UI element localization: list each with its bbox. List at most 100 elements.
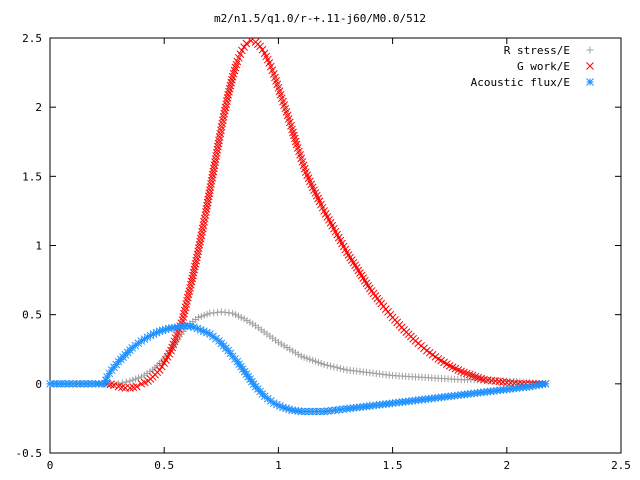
data-point-fill: [204, 192, 213, 201]
data-point-fill: [211, 158, 219, 167]
axis-ticks: 0 0.5 1 1.5 2 2.5 -0.5 0 0.5 1 1.5 2 2.5: [16, 32, 631, 472]
y-tick-label: 2: [35, 101, 42, 114]
data-point: [297, 407, 306, 416]
data-point: [126, 377, 134, 385]
data-point-fill: [327, 362, 335, 370]
data-point-fill: [223, 94, 232, 102]
data-point: [468, 371, 477, 380]
data-point: [219, 112, 228, 121]
data-point-fill: [207, 176, 216, 185]
data-point-fill: [336, 364, 344, 372]
data-point: [297, 352, 305, 360]
data-point-fill: [213, 145, 222, 154]
data-point-fill: [291, 137, 300, 146]
data-point-fill: [225, 87, 233, 96]
data-point-fill: [208, 170, 217, 179]
data-point-fill: [205, 189, 214, 198]
data-point-fill: [314, 358, 322, 366]
data-point-fill: [211, 155, 220, 163]
legend-marker: [586, 46, 594, 54]
data-point: [192, 256, 201, 265]
series-3: [46, 321, 550, 416]
data-point-fill: [208, 173, 217, 182]
data-point-fill: [289, 128, 297, 137]
data-point-fill: [333, 364, 341, 372]
data-point: [194, 313, 202, 321]
x-tick-label: 2.5: [611, 459, 631, 472]
data-point-fill: [228, 75, 236, 84]
data-point-fill: [158, 362, 166, 371]
data-point-fill: [316, 407, 325, 416]
x-tick-label: 1.5: [383, 459, 403, 472]
data-point-fill: [226, 81, 235, 90]
data-point-fill: [203, 310, 211, 318]
data-point-fill: [306, 355, 314, 363]
data-point-fill: [294, 350, 302, 358]
data-point-fill: [303, 354, 311, 362]
data-point-fill: [209, 167, 218, 176]
data-point-fill: [460, 368, 468, 377]
data-point: [260, 392, 269, 401]
data-point-fill: [214, 139, 223, 148]
data-point-fill: [190, 265, 199, 274]
legend-marker: [586, 78, 594, 86]
y-tick-label: -0.5: [16, 447, 43, 460]
data-point-fill: [191, 259, 200, 268]
data-point-fill: [206, 183, 215, 191]
legend: R stress/E G work/E Acoustic flux/E: [471, 44, 594, 89]
y-tick-label: 0: [35, 378, 42, 391]
x-tick-label: 2: [503, 459, 510, 472]
y-tick-label: 2.5: [22, 32, 42, 45]
data-point-fill: [330, 363, 338, 371]
data-point: [201, 211, 210, 219]
data-point-fill: [290, 131, 298, 140]
data-point-fill: [189, 271, 197, 280]
data-point: [457, 367, 465, 376]
data-point-fill: [122, 378, 130, 386]
data-point: [286, 345, 294, 353]
data-point: [288, 125, 296, 134]
data-point-fill: [277, 340, 285, 348]
data-point-fill: [312, 407, 321, 416]
data-point: [238, 46, 246, 55]
data-point-fill: [212, 152, 221, 160]
data-point: [224, 90, 233, 99]
data-point-fill: [232, 60, 241, 69]
legend-label: R stress/E: [504, 44, 570, 57]
data-point-fill: [193, 250, 202, 259]
data-point-fill: [189, 268, 198, 277]
data-point-fill: [191, 262, 199, 271]
data-point-fill: [140, 371, 148, 379]
y-tick-label: 1.5: [22, 170, 42, 183]
data-point-fill: [84, 379, 92, 388]
data-point-fill: [304, 407, 313, 416]
data-point-fill: [204, 195, 213, 204]
data-point-fill: [292, 349, 300, 357]
data-point-fill: [240, 43, 248, 51]
data-point: [187, 277, 196, 286]
data-point: [320, 360, 328, 368]
data-point-fill: [195, 241, 204, 249]
data-point-fill: [129, 376, 137, 384]
data-point-fill: [474, 373, 483, 382]
plot-frame: [49, 37, 622, 454]
data-point: [309, 356, 317, 364]
data-point-fill: [214, 142, 222, 151]
data-point-fill: [227, 78, 236, 87]
data-point-fill: [222, 97, 231, 105]
data-point-fill: [212, 148, 221, 157]
data-point-fill: [471, 372, 480, 381]
data-point-fill: [202, 208, 210, 216]
data-point-fill: [340, 365, 348, 373]
data-point: [210, 161, 219, 170]
data-point-fill: [258, 45, 267, 54]
data-point-fill: [232, 311, 240, 319]
data-point-fill: [202, 204, 211, 213]
data-point-fill: [207, 180, 215, 188]
data-point-fill: [290, 134, 299, 143]
data-point-fill: [243, 317, 251, 325]
data-point-fill: [188, 274, 197, 283]
data-point-fill: [194, 244, 203, 252]
